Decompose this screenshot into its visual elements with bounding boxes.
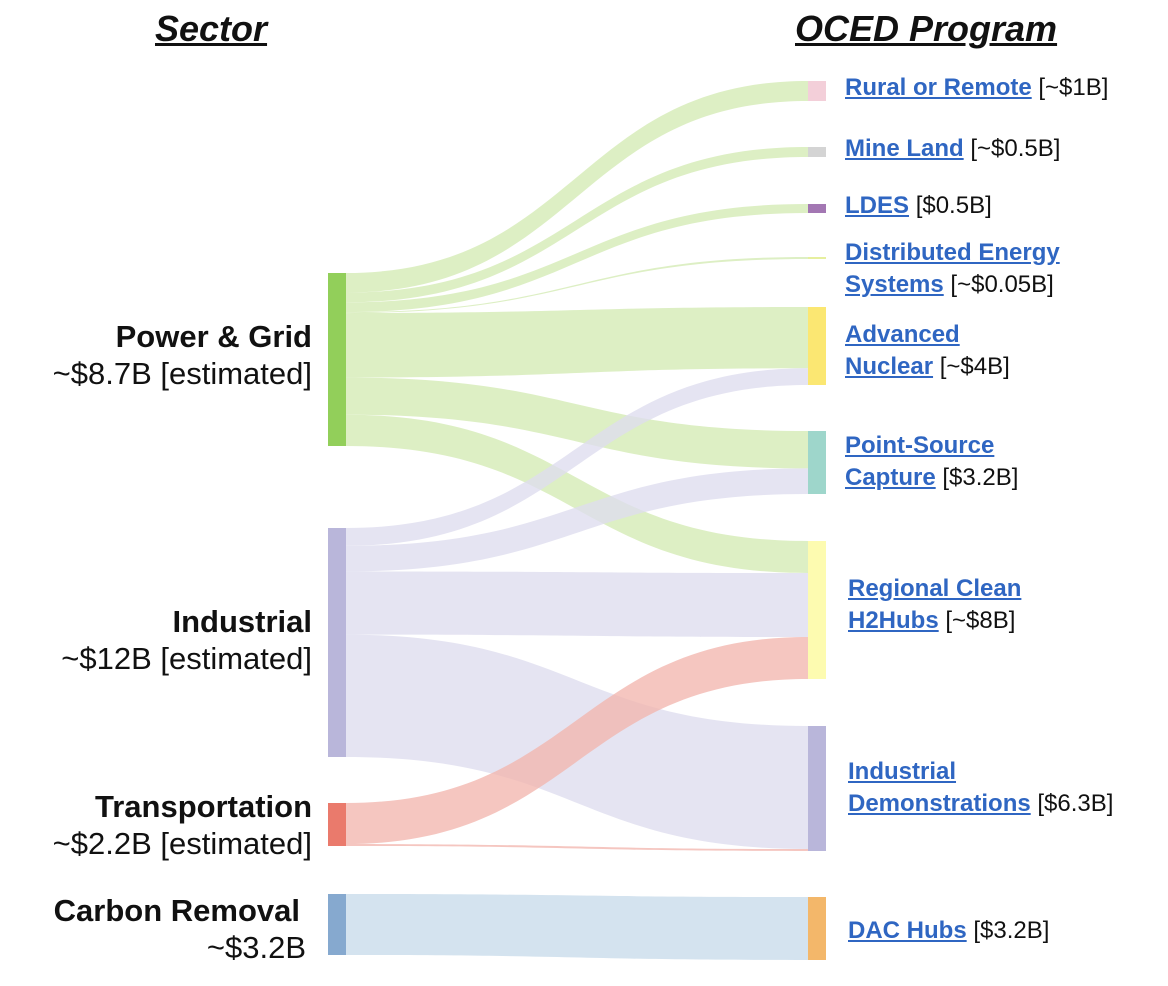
flow-power-to-mine [346, 147, 808, 303]
program-label-line: Nuclear [~$4B] [845, 351, 1010, 383]
program-label-rural: Rural or Remote [~$1B] [845, 72, 1108, 104]
program-link-psc[interactable]: Capture [845, 464, 936, 491]
program-link-dac[interactable]: DAC Hubs [848, 917, 967, 944]
program-node-h2 [808, 541, 826, 679]
program-label-line: Regional Clean [848, 573, 1021, 605]
flow-cdr-to-dac [346, 894, 808, 960]
flow-transport-to-h2 [346, 637, 808, 845]
flow-power-to-h2 [346, 414, 808, 573]
flow-power-to-psc [346, 377, 808, 469]
program-amount: [~$0.05B] [950, 271, 1054, 298]
sector-label-industrial: Industrial ~$12B [estimated] [61, 603, 312, 677]
program-link-des[interactable]: Systems [845, 271, 944, 298]
program-label-line: H2Hubs [~$8B] [848, 605, 1021, 637]
sector-label-power: Power & Grid ~$8.7B [estimated] [53, 318, 312, 392]
program-label-des: Distributed Energy Systems [~$0.05B] [845, 237, 1060, 301]
program-link-rural[interactable]: Rural or Remote [845, 74, 1032, 101]
program-label-h2: Regional Clean H2Hubs [~$8B] [848, 573, 1021, 637]
sector-amount: ~$2.2B [estimated] [52, 826, 312, 861]
flow-layer [346, 81, 808, 960]
flow-industrial-to-h2 [346, 571, 808, 637]
sector-node-power [328, 273, 346, 446]
sector-amount: ~$3.2B [206, 930, 306, 965]
sector-name: Transportation [94, 789, 312, 824]
program-amount: [~$0.5B] [970, 135, 1061, 162]
program-label-line: Demonstrations [$6.3B] [848, 788, 1113, 820]
program-link-nuclear[interactable]: Nuclear [845, 353, 934, 380]
flow-industrial-to-nuclear [346, 368, 808, 546]
flow-transport-to-ind_demo [346, 844, 808, 851]
program-label-line: Distributed Energy [845, 237, 1060, 269]
program-amount: [~$1B] [1038, 74, 1109, 101]
program-label-line: Capture [$3.2B] [845, 462, 1018, 494]
program-node-des [808, 257, 826, 259]
program-amount: [$3.2B] [942, 464, 1019, 491]
program-label-dac: DAC Hubs [$3.2B] [848, 915, 1049, 947]
node-layer [328, 81, 826, 960]
program-link-h2[interactable]: H2Hubs [848, 607, 939, 634]
program-amount: [$3.2B] [973, 917, 1050, 944]
program-label-nuclear: Advanced Nuclear [~$4B] [845, 319, 1010, 383]
program-label-ind_demo: Industrial Demonstrations [$6.3B] [848, 756, 1113, 820]
flow-industrial-to-psc [346, 468, 808, 572]
program-link-ldes[interactable]: LDES [845, 192, 910, 219]
sector-node-industrial [328, 528, 346, 757]
program-label-line: Industrial [848, 756, 1113, 788]
program-node-dac [808, 897, 826, 960]
program-link-psc[interactable]: Point-Source [845, 432, 995, 459]
program-link-ind_demo[interactable]: Industrial [848, 758, 957, 785]
sector-amount: ~$12B [estimated] [61, 641, 312, 676]
sector-label-cdr: Carbon Removal ~$3.2B [53, 892, 306, 966]
program-amount: [~$8B] [945, 607, 1016, 634]
flow-power-to-rural [346, 81, 808, 293]
program-link-nuclear[interactable]: Advanced [845, 321, 960, 348]
flow-power-to-des [346, 257, 808, 314]
program-amount: [~$4B] [939, 353, 1010, 380]
program-label-mine: Mine Land [~$0.5B] [845, 133, 1060, 165]
sector-node-cdr [328, 894, 346, 955]
sector-node-transport [328, 803, 346, 846]
program-amount: [$0.5B] [915, 192, 992, 219]
program-link-ind_demo[interactable]: Demonstrations [848, 790, 1031, 817]
program-node-ind_demo [808, 726, 826, 851]
program-label-line: Rural or Remote [~$1B] [845, 72, 1108, 104]
program-node-ldes [808, 204, 826, 213]
program-label-line: DAC Hubs [$3.2B] [848, 915, 1049, 947]
sector-label-transport: Transportation ~$2.2B [estimated] [53, 788, 312, 862]
program-node-mine [808, 147, 826, 157]
flow-power-to-ldes [346, 204, 808, 313]
program-label-line: Mine Land [~$0.5B] [845, 133, 1060, 165]
program-label-line: Point-Source [845, 430, 1018, 462]
program-node-psc [808, 431, 826, 494]
sector-name: Industrial [172, 604, 312, 639]
program-label-line: LDES [$0.5B] [845, 190, 992, 222]
program-header: OCED Program [795, 8, 1058, 49]
program-link-des[interactable]: Distributed Energy [845, 239, 1060, 266]
program-node-nuclear [808, 307, 826, 385]
program-label-line: Systems [~$0.05B] [845, 269, 1060, 301]
sector-name: Carbon Removal [53, 893, 300, 928]
program-label-line: Advanced [845, 319, 1010, 351]
sector-amount: ~$8.7B [estimated] [52, 356, 312, 391]
flow-power-to-nuclear [346, 307, 808, 378]
program-label-psc: Point-Source Capture [$3.2B] [845, 430, 1018, 494]
program-label-ldes: LDES [$0.5B] [845, 190, 992, 222]
program-link-mine[interactable]: Mine Land [845, 135, 964, 162]
program-amount: [$6.3B] [1037, 790, 1114, 817]
program-node-rural [808, 81, 826, 101]
program-link-h2[interactable]: Regional Clean [848, 575, 1022, 602]
sector-header: Sector [155, 8, 268, 49]
sector-name: Power & Grid [115, 319, 312, 354]
